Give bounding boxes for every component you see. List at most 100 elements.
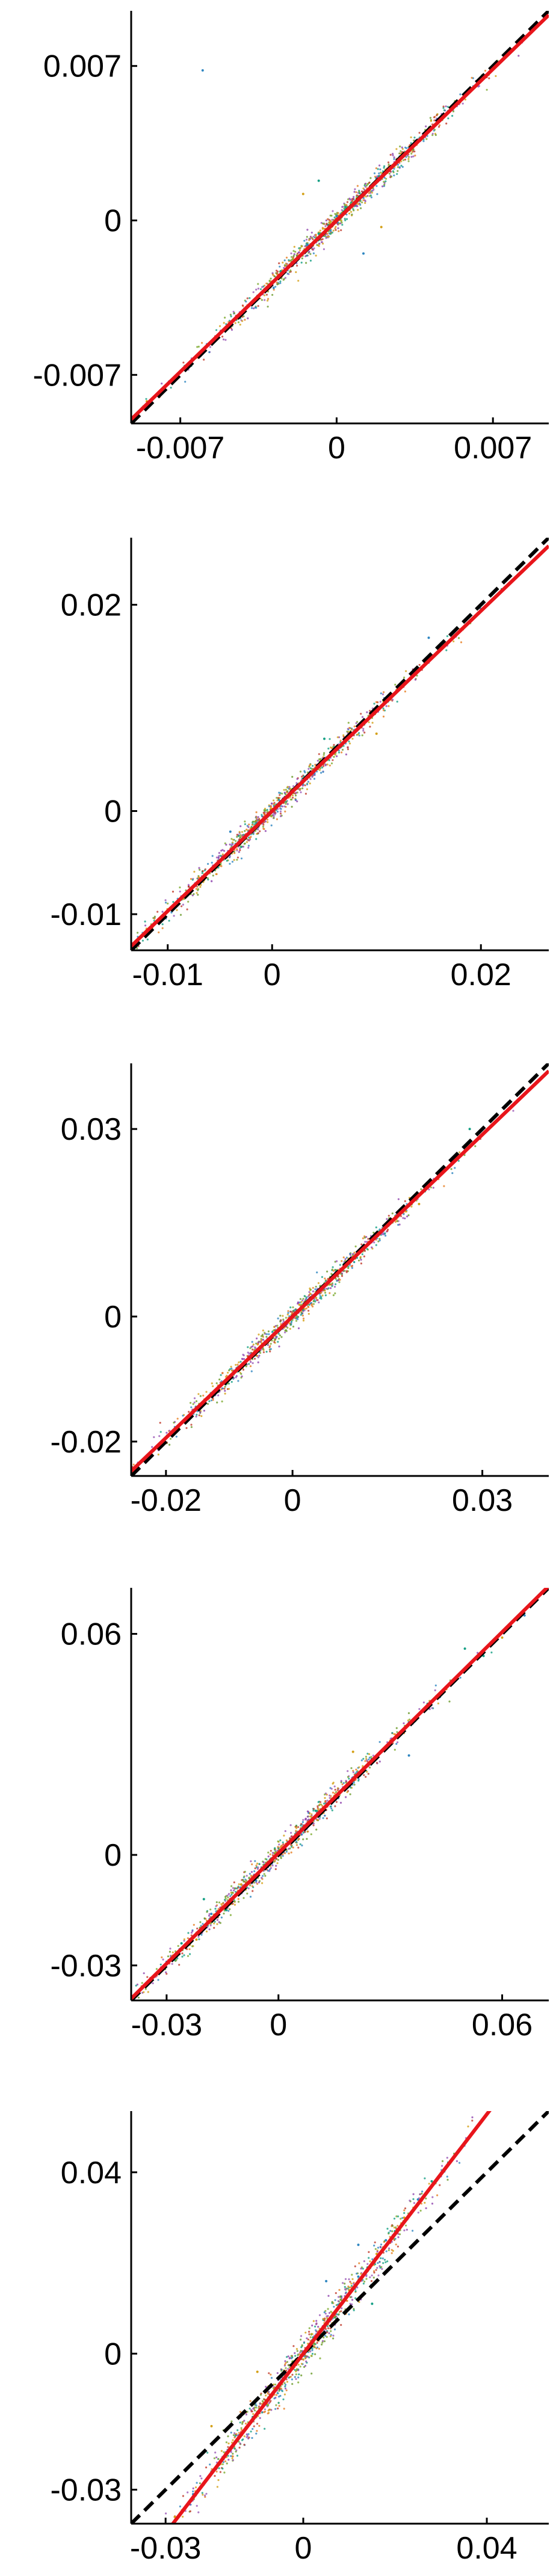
scatter-point [306,1837,308,1840]
scatter-point [309,1288,312,1291]
scatter-point [126,1992,128,1994]
scatter-point [302,1297,304,1300]
scatter-point [246,828,248,831]
scatter-point [273,1329,276,1332]
scatter-point [297,2354,299,2356]
scatter-point [295,1830,297,1832]
scatter-point [249,1365,252,1368]
scatter-point [378,1760,381,1763]
scatter-point [239,825,242,828]
scatter-point [141,939,144,942]
scatter-point [338,736,341,739]
scatter-point [375,1226,377,1229]
scatter-point [393,174,395,177]
scatter-point [340,219,342,221]
scatter-point [144,924,147,927]
scatter-point [380,692,382,695]
scatter-point [252,1343,255,1346]
scatter-point [338,1281,341,1283]
scatter-point [201,69,204,72]
scatter-point [357,1778,360,1780]
scatter-point [187,2491,189,2494]
scatter-point [315,1828,318,1831]
scatter-point [427,636,430,639]
x-tick-label: 0 [270,2008,287,2043]
scatter-point [273,287,275,289]
scatter-point [330,762,333,764]
scatter-point [273,817,275,819]
scatter-point [250,1875,252,1877]
scatter-point [324,763,327,766]
scatter-point [284,2385,286,2388]
scatter-point [153,915,156,918]
scatter-point [307,1818,310,1821]
scatter-point [391,2230,394,2233]
scatter-point [294,799,297,801]
scatter-point [300,1833,303,1836]
scatter-point [192,2487,194,2489]
scatter-point [178,1964,181,1966]
scatter-point [349,1793,351,1795]
scatter-point [418,1202,421,1205]
scatter-point [216,2486,218,2488]
scatter-point [309,1287,311,1290]
scatter-point [315,2347,318,2350]
scatter-point [350,211,353,213]
scatter-point [257,1341,259,1344]
scatter-point [329,233,332,235]
scatter-point [349,1253,352,1256]
scatter-point [203,1917,206,1920]
scatter-point [270,2373,272,2376]
scatter-point [218,2467,220,2470]
scatter-point [221,2467,224,2470]
scatter-point [275,2404,277,2406]
scatter-point [392,170,394,173]
scatter-point [286,272,289,275]
scatter-point [366,2263,369,2265]
scatter-point [326,223,328,225]
scatter-point [229,1908,231,1910]
scatter-point [323,2336,325,2338]
scatter-point [303,1309,306,1312]
scatter-point [260,1338,262,1340]
scatter-point [312,1286,314,1289]
scatter-point [437,1702,440,1705]
scatter-point [340,1780,342,1782]
scatter-point [215,1905,217,1907]
scatter-point [224,842,226,844]
scatter-point [223,1910,226,1912]
scatter-point [317,2326,320,2328]
scatter-point [359,192,361,195]
scatter-point [329,1287,332,1290]
scatter-point [377,2262,379,2264]
scatter-point [94,2040,96,2041]
scatter-point [409,2199,411,2202]
scatter-point [244,319,246,321]
scatter-point [237,1898,239,1900]
scatter-point [334,754,337,756]
scatter-point [398,1223,401,1226]
scatter-point [310,2334,313,2336]
scatter-point [167,902,169,905]
scatter-point [279,810,282,813]
scatter-point [263,809,265,811]
scatter-point [153,917,156,920]
scatter-point [377,2274,380,2276]
scatter-point [362,2282,365,2285]
scatter-point [255,838,258,840]
scatter-point [313,778,316,780]
scatter-point [302,1838,304,1840]
scatter-point [258,2405,261,2408]
scatter-point [369,2276,371,2278]
scatter-point [383,183,386,186]
y-tick-label: -0.03 [50,2473,122,2507]
scatter-point [220,1388,223,1391]
scatter-point [274,2384,277,2386]
scatter-point [350,1767,353,1769]
scatter-point [111,965,113,967]
scatter-point [312,238,314,241]
scatter-point [175,1436,178,1438]
scatter-point [365,195,367,198]
scatter-point [268,280,271,283]
scatter-point [385,2250,388,2252]
